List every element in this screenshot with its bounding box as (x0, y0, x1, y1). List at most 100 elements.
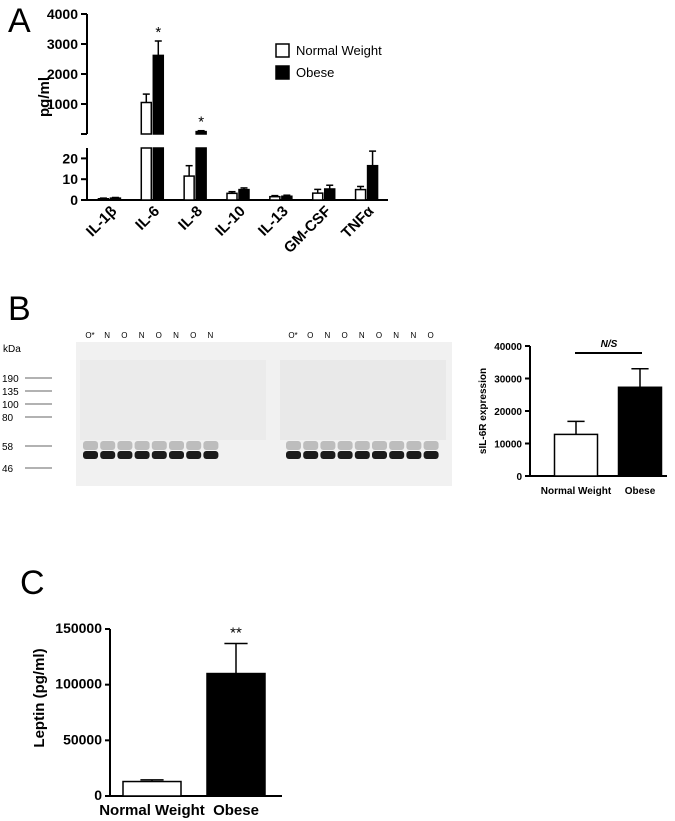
gel-1-lane-label: N (104, 331, 110, 340)
a-bar-normal (97, 198, 110, 201)
gel-2-lane-label: N (359, 331, 365, 340)
a-bar-normal (140, 101, 153, 135)
a-y-tick-label: 10 (62, 171, 78, 187)
gel-1-band (186, 451, 202, 459)
gel-1-lane-label: N (173, 331, 179, 340)
gel-1-lane-label: O (121, 331, 127, 340)
a-bar-normal (311, 192, 324, 201)
gel-2-band (423, 451, 439, 459)
legend-swatch-obese (275, 65, 290, 80)
gel-2-smear (280, 360, 446, 440)
gel-2-band (406, 451, 422, 459)
a-significance-marker: * (155, 24, 161, 41)
legend-swatch-normal (275, 43, 290, 58)
a-bar-obese (323, 188, 336, 201)
gel-2-lane-label: O* (288, 331, 297, 340)
chart-c: 0 50000 100000 150000 Leptin (pg/ml) Normal W… (31, 620, 282, 819)
a-bar-obese (195, 130, 207, 135)
legend-label-normal: Normal Weight (296, 43, 382, 58)
gel-2-band (372, 451, 387, 459)
a-bar-lower-obese (152, 147, 165, 201)
a-bar-obese (152, 54, 165, 135)
gel-2-band-halo (389, 441, 405, 450)
mw-marker-label: 58 (2, 442, 14, 453)
gel-2-band-halo (337, 441, 353, 450)
b-y-tick-label: 30000 (494, 375, 522, 386)
gel-1-band (134, 451, 150, 459)
c-bar-normal (122, 780, 182, 797)
gel-1-band (117, 451, 133, 459)
gel-1-band-halo (134, 441, 150, 450)
mw-marker-label: 190 (2, 374, 19, 385)
gel-1-lane-label: N (139, 331, 145, 340)
gel-1-lane-label: N (208, 331, 214, 340)
b-significance-label: N/S (601, 339, 618, 350)
a-significance-marker: * (198, 114, 204, 131)
a-bar-normal (354, 188, 367, 201)
a-category-label: IL-1β (83, 203, 120, 240)
gel-1-lane-label: O (156, 331, 162, 340)
gel-2-lane-label: N (393, 331, 399, 340)
c-bar-obese (206, 672, 266, 797)
gel-1-band-halo (117, 441, 133, 450)
gel-2-band-halo (303, 441, 319, 450)
gel-2-band (286, 451, 301, 459)
panel-label-a: A (8, 2, 31, 40)
b-y-axis-label: sIL-6R expression (478, 368, 489, 454)
a-y-tick-label: 0 (70, 192, 78, 208)
gel-1-band (169, 451, 184, 459)
gel-2-band-halo (286, 441, 301, 450)
a-category-label: IL-10 (212, 203, 249, 240)
b-category-label: Normal Weight (541, 486, 612, 497)
gel-2-lane-label: O (341, 331, 347, 340)
gel-1-band (100, 451, 116, 459)
gel-2-band-halo (423, 441, 439, 450)
gel-2-band (320, 451, 336, 459)
b-y-tick-label: 40000 (494, 342, 522, 353)
c-y-tick-label: 150000 (55, 620, 102, 636)
a-bar-lower-normal (140, 147, 153, 201)
a-y-tick-label: 20 (62, 150, 78, 166)
a-category-label: IL-13 (255, 203, 292, 240)
gel-2-band-halo (320, 441, 336, 450)
gel-2-band-halo (372, 441, 387, 450)
a-bar-normal (226, 192, 238, 201)
mw-marker-label: 80 (2, 413, 14, 424)
kda-label: kDa (3, 344, 21, 355)
gel-1-lane-label: O* (85, 331, 94, 340)
gel-2-band (337, 451, 353, 459)
western-blot: kDa 190 135 100 80 58 46 O* N O N O N O N O* O N O N O N N O (2, 331, 452, 486)
gel-1-band (151, 451, 167, 459)
gel-1-band-halo (100, 441, 116, 450)
a-category-label: IL-6 (132, 203, 163, 234)
a-category-label: TNFα (338, 202, 378, 242)
a-y-tick-label: 3000 (47, 36, 78, 52)
a-category-label: IL-8 (175, 203, 206, 234)
b-y-tick-label: 10000 (494, 440, 522, 451)
gel-1-smear (80, 360, 266, 440)
b-y-tick-label: 0 (516, 472, 522, 483)
gel-2-lane-label: N (325, 331, 331, 340)
gel-2-band (354, 451, 370, 459)
panel-label-b: B (8, 290, 31, 328)
gel-1-lane-label: O (190, 331, 196, 340)
b-category-label: Obese (625, 486, 656, 497)
gel-2-lane-label: O (376, 331, 382, 340)
c-category-label: Normal Weight (99, 802, 205, 819)
gel-2-band-halo (406, 441, 422, 450)
gel-1-band-halo (186, 441, 202, 450)
mw-marker-label: 135 (2, 387, 19, 398)
gel-1-band-halo (169, 441, 184, 450)
gel-2-lane-label: O (307, 331, 313, 340)
a-y-tick-label: 1000 (47, 96, 78, 112)
legend-label-obese: Obese (296, 65, 334, 80)
gel-2-lane-label: N (411, 331, 417, 340)
gel-2-band (389, 451, 405, 459)
a-bar-normal (183, 175, 195, 201)
gel-1-band-halo (83, 441, 98, 450)
chart-b: 0 10000 20000 30000 40000 sIL-6R expression No… (478, 339, 667, 497)
mw-marker-label: 46 (2, 464, 14, 475)
mw-markers: 190 135 100 80 58 46 (2, 374, 52, 475)
